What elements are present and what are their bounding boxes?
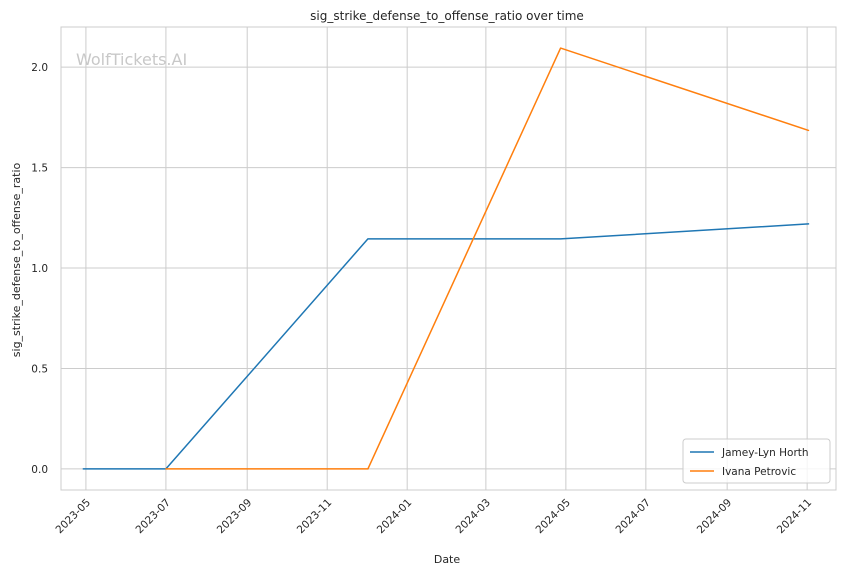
x-tick-label: 2023-07 [134, 497, 174, 537]
x-tick-label: 2024-03 [453, 497, 493, 537]
y-tick-label: 1.0 [31, 263, 48, 275]
y-tick-labels: 0.0 0.5 1.0 1.5 2.0 [31, 62, 48, 476]
x-tick-label: 2024-09 [695, 497, 735, 537]
x-tick-label: 2024-05 [533, 497, 573, 537]
legend-label-jamey-lyn-horth: Jamey-Lyn Horth [721, 447, 809, 459]
series-line-jamey-lyn-horth [82, 223, 810, 470]
x-tick-label: 2024-11 [775, 497, 815, 537]
watermark: WolfTickets.AI [76, 50, 187, 69]
x-tick-label: 2024-07 [613, 497, 653, 537]
x-tick-label: 2024-01 [375, 497, 415, 537]
series-line-ivana-petrovic [165, 47, 810, 470]
legend-label-ivana-petrovic: Ivana Petrovic [722, 466, 796, 478]
plot-area-frame [60, 26, 837, 491]
series-lines [82, 47, 810, 470]
x-tick-label: 2023-05 [54, 497, 94, 537]
x-axis-label: Date [434, 553, 461, 566]
legend-box [682, 438, 831, 484]
chart-title: sig_strike_defense_to_offense_ratio over… [310, 9, 584, 23]
x-tick-label: 2023-09 [215, 497, 255, 537]
y-tick-label: 0.0 [31, 464, 48, 476]
grid-lines [61, 27, 836, 490]
x-tick-label: 2023-11 [295, 497, 335, 537]
x-tick-labels: 2023-05 2023-07 2023-09 2023-11 2024-01 2024-… [54, 497, 815, 537]
y-axis-label: sig_strike_defense_to_offense_ratio [10, 163, 23, 358]
y-tick-label: 2.0 [31, 62, 48, 74]
y-tick-label: 0.5 [31, 363, 48, 375]
legend: Jamey-Lyn Horth Ivana Petrovic [682, 438, 831, 484]
y-tick-label: 1.5 [31, 163, 48, 175]
